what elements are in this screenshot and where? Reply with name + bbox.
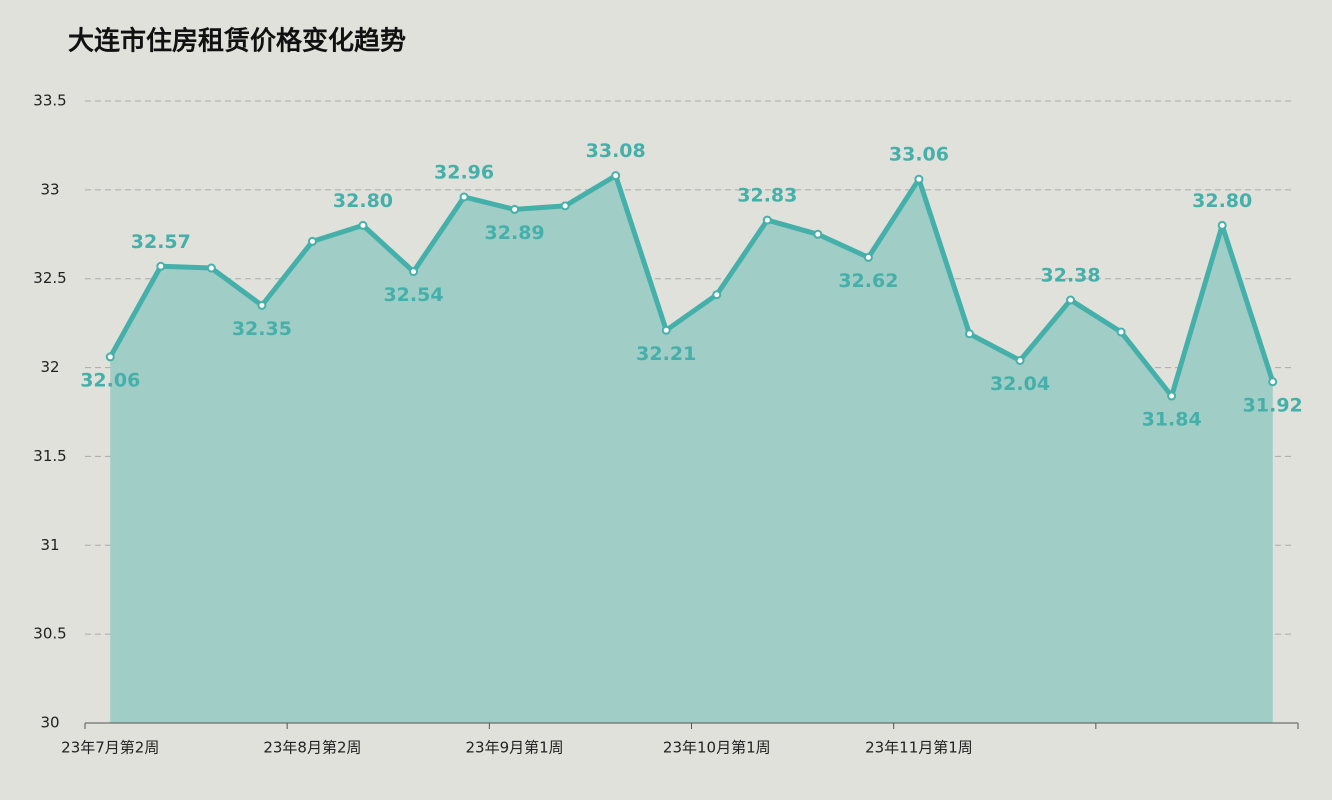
point bbox=[1167, 391, 1177, 401]
y-tick-label: 31.5 bbox=[33, 447, 66, 465]
value-label: 31.84 bbox=[1142, 409, 1202, 431]
point bbox=[712, 290, 722, 300]
y-tick-label: 30.5 bbox=[33, 625, 66, 643]
chart-title: 大连市住房租赁价格变化趋势 bbox=[68, 26, 406, 57]
value-label: 32.80 bbox=[333, 190, 393, 212]
point bbox=[1116, 327, 1126, 337]
x-tick-label: 23年10月第1周 bbox=[663, 739, 771, 757]
point bbox=[813, 229, 823, 239]
point bbox=[358, 220, 368, 230]
y-tick-label: 32 bbox=[40, 358, 59, 376]
point bbox=[611, 171, 621, 181]
value-label: 32.83 bbox=[737, 185, 797, 207]
point bbox=[1217, 220, 1227, 230]
x-tick-label: 23年9月第1周 bbox=[466, 739, 564, 757]
value-label: 32.57 bbox=[131, 231, 191, 253]
y-tick-label: 33 bbox=[40, 180, 59, 198]
value-label: 31.92 bbox=[1243, 394, 1303, 416]
y-tick-label: 31 bbox=[40, 536, 59, 554]
y-tick-label: 32.5 bbox=[33, 269, 66, 287]
value-label: 32.62 bbox=[838, 270, 898, 292]
value-label: 32.96 bbox=[434, 161, 494, 183]
value-label: 33.08 bbox=[586, 140, 646, 162]
value-label: 33.06 bbox=[889, 144, 949, 166]
point bbox=[1066, 295, 1076, 305]
point bbox=[257, 300, 267, 310]
point bbox=[459, 192, 469, 202]
point bbox=[409, 267, 419, 277]
point bbox=[661, 325, 671, 335]
value-label: 32.80 bbox=[1192, 190, 1252, 212]
point bbox=[156, 261, 166, 271]
value-label: 32.89 bbox=[485, 222, 545, 244]
value-label: 32.21 bbox=[636, 343, 696, 365]
value-label: 32.04 bbox=[990, 373, 1050, 395]
point bbox=[105, 352, 115, 362]
point bbox=[206, 263, 216, 273]
x-tick-label: 23年11月第1周 bbox=[865, 739, 973, 757]
y-tick-label: 33.5 bbox=[33, 92, 66, 110]
x-tick-label: 23年8月第2周 bbox=[263, 739, 361, 757]
point bbox=[964, 329, 974, 339]
y-tick-label: 30 bbox=[40, 714, 59, 732]
value-label: 32.06 bbox=[80, 369, 140, 391]
point bbox=[1015, 355, 1025, 365]
area bbox=[110, 175, 1273, 723]
value-label: 32.35 bbox=[232, 318, 292, 340]
value-label: 32.38 bbox=[1041, 265, 1101, 287]
x-tick-label: 23年7月第2周 bbox=[61, 739, 159, 757]
point bbox=[560, 201, 570, 211]
line bbox=[108, 173, 1276, 399]
point bbox=[914, 174, 924, 184]
point bbox=[1268, 377, 1278, 387]
value-label: 32.54 bbox=[383, 284, 443, 306]
point bbox=[762, 215, 772, 225]
point bbox=[510, 204, 520, 214]
point bbox=[307, 236, 317, 246]
point bbox=[863, 252, 873, 262]
